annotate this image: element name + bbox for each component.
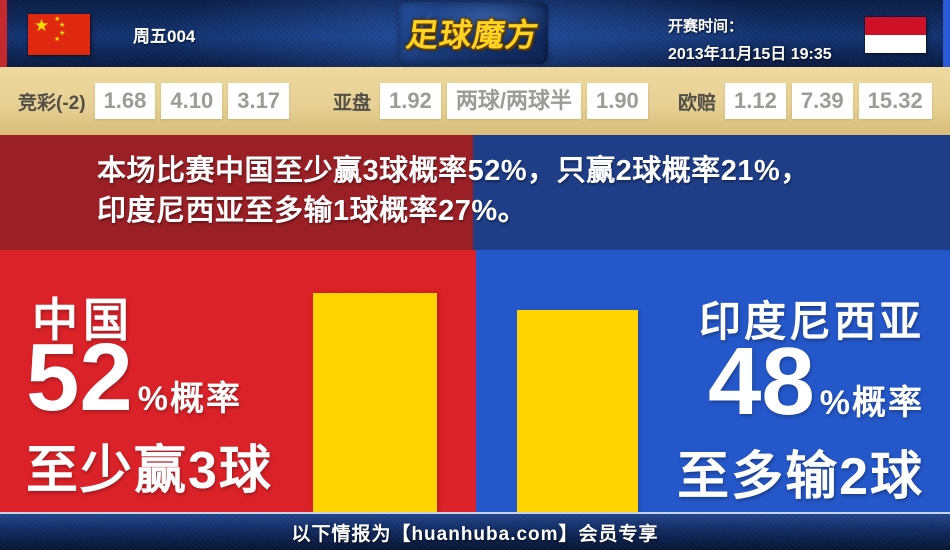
banner-blue-background	[473, 135, 950, 250]
app-logo-text: 足球魔方	[404, 17, 542, 53]
prediction-banner: 本场比赛中国至少赢3球概率52%，只赢2球概率21%， 印度尼西亚至多输1球概率…	[0, 135, 950, 250]
star-icon: ★	[54, 36, 61, 43]
odds-value-box: 7.39	[791, 83, 853, 119]
indonesia-percent-value: 48	[707, 328, 815, 435]
indonesia-probability-bar	[517, 310, 638, 512]
odds-label-oupei: 欧赔	[678, 92, 717, 114]
china-team-name: 中国	[32, 294, 134, 346]
odds-value-box: 两球/两球半	[446, 83, 581, 119]
footer-bar: 以下情报为【huanhuba.com】会员专享	[0, 512, 950, 550]
left-red-stripe	[0, 0, 7, 67]
star-icon: ★	[34, 16, 50, 35]
probability-comparison: 中国 52 %概率 至少赢3球 印度尼西亚 48 %概率 至多输2球	[0, 250, 950, 512]
indonesia-flag	[865, 17, 926, 53]
banner-red-background	[0, 135, 473, 250]
app-logo: 足球魔方	[398, 2, 548, 64]
odds-value-box: 1.92	[380, 83, 441, 119]
odds-value-box: 1.68	[94, 83, 156, 119]
right-blue-stripe	[943, 0, 950, 67]
odds-label-yapan: 亚盘	[333, 92, 372, 114]
china-percent-value: 52	[26, 324, 133, 431]
china-flag: ★ ★ ★ ★ ★	[28, 14, 90, 55]
odds-value-box: 3.17	[228, 83, 290, 119]
odds-section-yapan: 亚盘 1.92 两球/两球半 1.90	[333, 67, 648, 135]
china-percent-row: 52 %概率	[26, 330, 242, 426]
kickoff-time-block: 开赛时间： 2013年11月15日 19:35	[668, 15, 832, 64]
match-code-label: 周五004	[133, 27, 196, 46]
prediction-line-2: 印度尼西亚至多输1球概率27%。	[97, 195, 528, 227]
kickoff-time: 2013年11月15日 19:35	[668, 46, 832, 63]
indonesia-outcome-label: 至多输2球	[677, 448, 924, 506]
prediction-line-1: 本场比赛中国至少赢3球概率52%，只赢2球概率21%，	[97, 155, 810, 187]
odds-value-box: 1.12	[725, 83, 786, 119]
odds-section-jingcai: 竞彩(-2) 1.68 4.10 3.17	[18, 67, 290, 135]
odds-value-box: 4.10	[161, 83, 223, 119]
header: ★ ★ ★ ★ ★ 周五004 足球魔方 开赛时间： 2013年11月15日 1…	[0, 0, 950, 67]
indonesia-percent-row: 48 %概率	[708, 334, 924, 430]
member-notice-text: 以下情报为【huanhuba.com】会员专享	[291, 523, 659, 545]
indonesia-percent-suffix: %概率	[819, 384, 924, 422]
odds-value-box: 1.90	[586, 83, 648, 119]
star-icon: ★	[54, 16, 61, 23]
star-icon: ★	[59, 22, 66, 29]
odds-value-box: 15.32	[858, 83, 932, 119]
indonesia-team-name: 印度尼西亚	[698, 298, 924, 345]
kickoff-label: 开赛时间：	[668, 18, 744, 35]
china-percent-suffix: %概率	[137, 380, 243, 418]
odds-bar: 竞彩(-2) 1.68 4.10 3.17 亚盘 1.92 两球/两球半 1.9…	[0, 67, 950, 135]
odds-section-oupei: 欧赔 1.12 7.39 15.32	[678, 67, 932, 135]
odds-label-jingcai: 竞彩(-2)	[18, 92, 86, 114]
prediction-text: 本场比赛中国至少赢3球概率52%，只赢2球概率21%， 印度尼西亚至多输1球概率…	[97, 151, 810, 231]
china-probability-bar	[313, 293, 437, 512]
china-outcome-label: 至少赢3球	[26, 442, 273, 500]
indonesia-flag-red-half	[865, 17, 926, 35]
star-icon: ★	[59, 30, 66, 37]
